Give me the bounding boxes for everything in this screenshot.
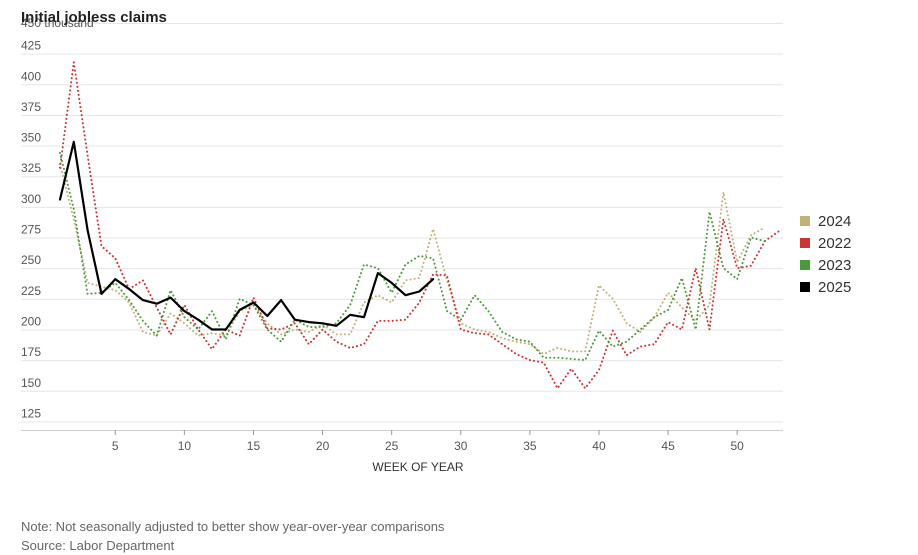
chart-title: Initial jobless claims bbox=[21, 9, 167, 26]
y-tick-label-250: 250 bbox=[21, 253, 41, 267]
y-axis-top-label: 450 thousand bbox=[21, 16, 94, 30]
legend-label-2022: 2022 bbox=[818, 234, 852, 252]
series-line-2022 bbox=[59, 61, 780, 390]
x-tick-label-10: 10 bbox=[178, 439, 192, 453]
legend-swatch-2023 bbox=[800, 260, 810, 270]
legend-label-2024: 2024 bbox=[818, 212, 852, 230]
y-tick-label-225: 225 bbox=[21, 284, 41, 298]
y-tick-label-200: 200 bbox=[21, 314, 41, 328]
y-tick-label-275: 275 bbox=[21, 223, 41, 237]
legend-item-2022: 2022 bbox=[800, 232, 851, 254]
series-line-2025 bbox=[58, 140, 435, 331]
series-line-2023 bbox=[59, 151, 766, 362]
y-tick-label-125: 125 bbox=[21, 406, 41, 420]
x-tick-label-50: 50 bbox=[731, 439, 745, 453]
y-tick-label-425: 425 bbox=[21, 39, 41, 53]
y-axis-labels: 125 150 175 200 225 250 275 300 325 350 375 400 425 bbox=[21, 39, 41, 421]
legend-item-2023: 2023 bbox=[800, 254, 851, 276]
legend-swatch-2024 bbox=[800, 216, 810, 226]
legend-swatch-2022 bbox=[800, 238, 810, 248]
x-tick-label-15: 15 bbox=[247, 439, 261, 453]
y-tick-label-400: 400 bbox=[21, 69, 41, 83]
y-tick-label-300: 300 bbox=[21, 192, 41, 206]
y-tick-label-325: 325 bbox=[21, 161, 41, 175]
gridlines bbox=[21, 23, 783, 435]
legend-item-2024: 2024 bbox=[800, 210, 851, 232]
x-tick-label-40: 40 bbox=[592, 439, 606, 453]
x-tick-label-30: 30 bbox=[454, 439, 468, 453]
y-tick-label-375: 375 bbox=[21, 100, 41, 114]
legend: 2024 2022 2023 2025 bbox=[800, 210, 851, 298]
x-tick-label-20: 20 bbox=[316, 439, 330, 453]
x-tick-label-45: 45 bbox=[661, 439, 675, 453]
legend-label-2023: 2023 bbox=[818, 256, 852, 274]
x-tick-label-25: 25 bbox=[385, 439, 399, 453]
series-lines bbox=[58, 61, 780, 390]
series-line-2024 bbox=[59, 163, 766, 355]
footnote: Note: Not seasonally adjusted to better … bbox=[21, 519, 445, 534]
legend-label-2025: 2025 bbox=[818, 278, 852, 296]
y-tick-label-350: 350 bbox=[21, 131, 41, 145]
x-tick-label-5: 5 bbox=[112, 439, 119, 453]
x-tick-label-35: 35 bbox=[523, 439, 537, 453]
legend-item-2025: 2025 bbox=[800, 276, 851, 298]
x-axis-labels: 5 10 15 20 25 30 35 40 45 50 bbox=[112, 439, 744, 453]
x-axis-title: WEEK OF YEAR bbox=[372, 460, 463, 474]
y-tick-label-150: 150 bbox=[21, 376, 41, 390]
y-tick-label-175: 175 bbox=[21, 345, 41, 359]
footer-notes: Note: Not seasonally adjusted to better … bbox=[21, 517, 444, 555]
source-line: Source: Labor Department bbox=[21, 538, 175, 553]
legend-swatch-2025 bbox=[800, 282, 810, 292]
